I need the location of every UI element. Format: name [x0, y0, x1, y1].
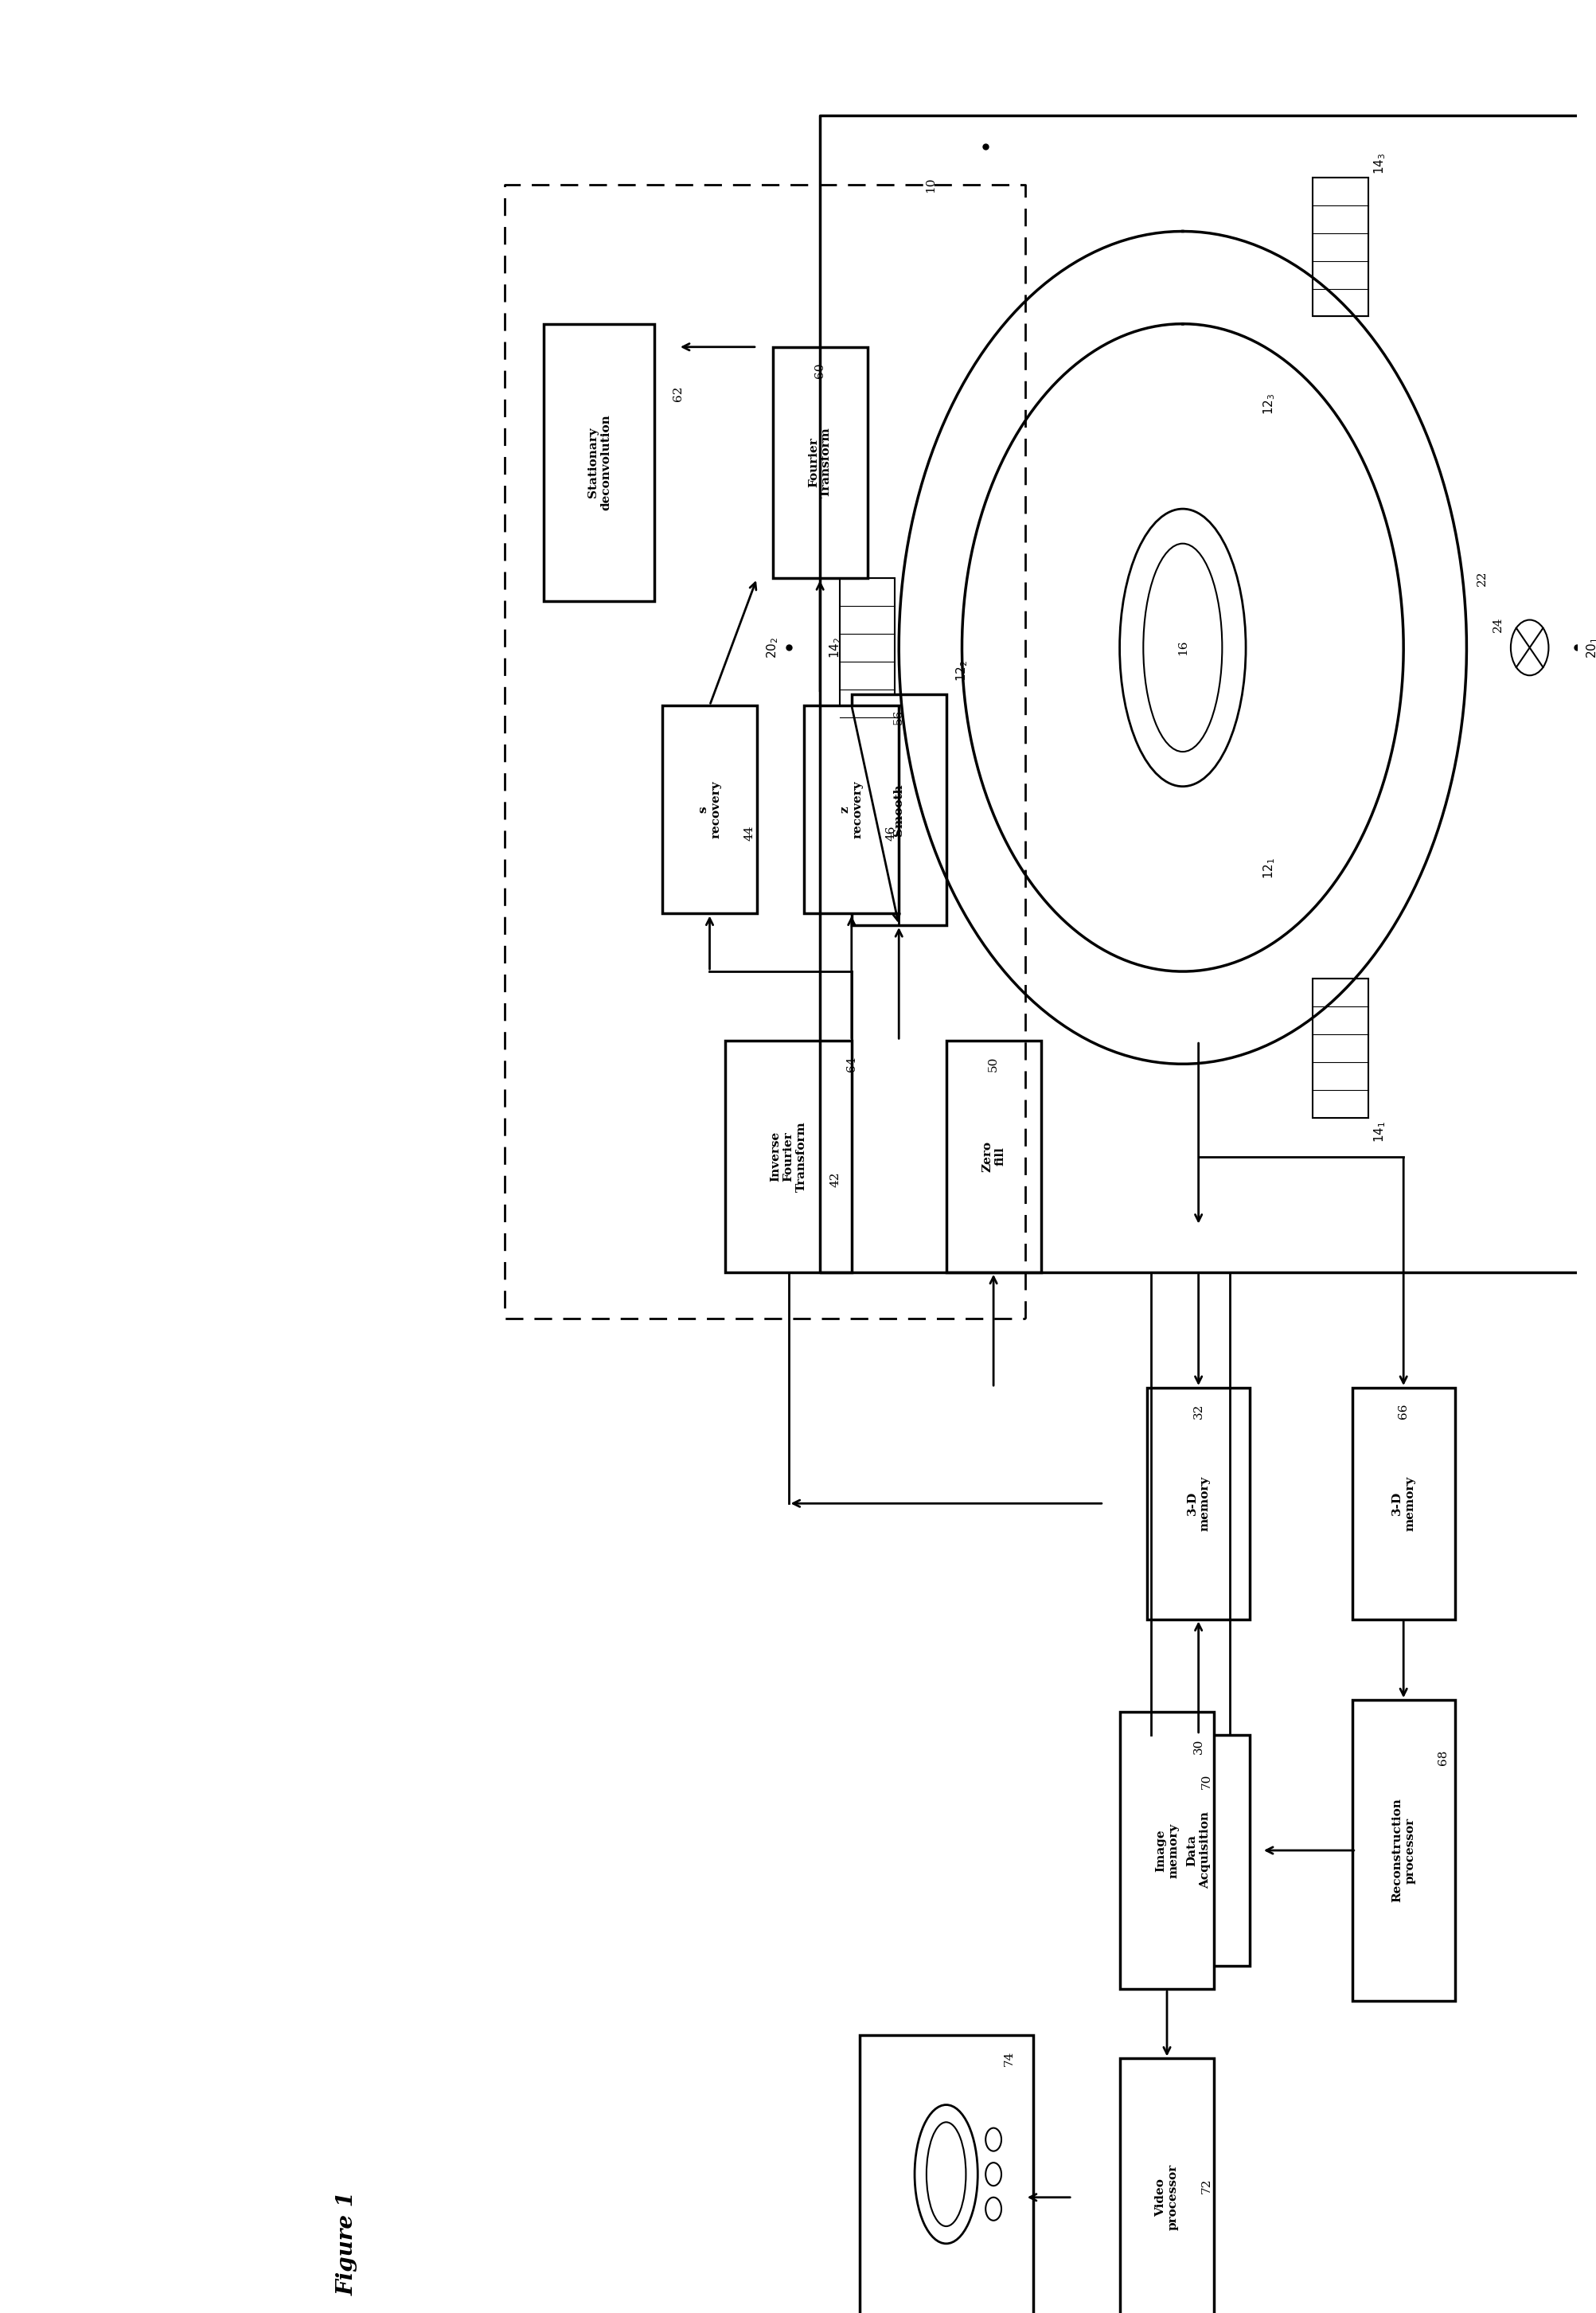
Text: 66: 66	[1396, 1404, 1408, 1418]
Text: 3-D
memory: 3-D memory	[1390, 1476, 1414, 1531]
Text: 60: 60	[814, 363, 825, 377]
Text: 44: 44	[744, 826, 755, 840]
FancyBboxPatch shape	[1352, 1700, 1454, 2001]
FancyBboxPatch shape	[662, 705, 757, 914]
Text: Image
memory: Image memory	[1154, 1823, 1178, 1878]
Bar	[1312, 178, 1368, 317]
Text: 70: 70	[1200, 1774, 1211, 1788]
FancyBboxPatch shape	[859, 2035, 1033, 2313]
Text: $14_2$: $14_2$	[828, 636, 843, 659]
FancyBboxPatch shape	[725, 1041, 851, 1272]
Text: 24: 24	[1492, 618, 1503, 631]
Text: 22: 22	[1476, 571, 1487, 585]
FancyBboxPatch shape	[1119, 1712, 1213, 1989]
Text: 74: 74	[1004, 2052, 1015, 2066]
Text: Data
Acquisition: Data Acquisition	[1186, 1811, 1210, 1890]
FancyBboxPatch shape	[772, 347, 867, 578]
Text: $12_3$: $12_3$	[1261, 393, 1277, 414]
Text: $12_2$: $12_2$	[954, 659, 969, 682]
Text: 10: 10	[924, 178, 935, 192]
Text: 30: 30	[1192, 1739, 1203, 1753]
Text: $20_2$: $20_2$	[764, 636, 780, 659]
Text: Inverse
Fourier
Transform: Inverse Fourier Transform	[769, 1122, 806, 1191]
FancyBboxPatch shape	[946, 1041, 1041, 1272]
Text: $20_1$: $20_1$	[1585, 636, 1596, 659]
Text: z
recovery: z recovery	[839, 782, 863, 840]
Text: Zero
fill: Zero fill	[982, 1140, 1005, 1173]
Text: Reconstruction
processor: Reconstruction processor	[1390, 1797, 1414, 1904]
Text: 46: 46	[884, 826, 895, 840]
Ellipse shape	[1119, 509, 1245, 786]
Bar	[1312, 978, 1368, 1117]
Text: 50: 50	[988, 1057, 999, 1071]
FancyBboxPatch shape	[1352, 1388, 1454, 1619]
FancyBboxPatch shape	[804, 705, 899, 914]
FancyBboxPatch shape	[1146, 1735, 1250, 1966]
Text: Fourier
Transform: Fourier Transform	[808, 428, 832, 497]
Ellipse shape	[915, 2105, 977, 2244]
Ellipse shape	[1143, 544, 1221, 752]
Text: 72: 72	[1200, 2179, 1211, 2193]
Text: Figure 1: Figure 1	[337, 2190, 358, 2297]
Text: $14_1$: $14_1$	[1371, 1119, 1387, 1143]
Text: 32: 32	[1192, 1404, 1203, 1418]
Text: Stationary
deconvolution: Stationary deconvolution	[587, 414, 611, 511]
FancyBboxPatch shape	[851, 694, 946, 925]
Ellipse shape	[926, 2123, 966, 2225]
Text: 62: 62	[672, 386, 683, 400]
Text: 56: 56	[892, 710, 903, 724]
Text: 42: 42	[830, 1173, 841, 1187]
Text: 64: 64	[846, 1057, 857, 1071]
FancyBboxPatch shape	[1119, 2059, 1213, 2313]
Text: $14_3$: $14_3$	[1371, 153, 1387, 176]
Text: s
recovery: s recovery	[697, 782, 721, 840]
Text: $12_1$: $12_1$	[1261, 858, 1277, 879]
Text: Smooth: Smooth	[892, 784, 903, 835]
Text: 16: 16	[1176, 641, 1187, 655]
Text: Video
processor: Video processor	[1154, 2165, 1178, 2230]
Text: 3-D
memory: 3-D memory	[1186, 1476, 1210, 1531]
FancyBboxPatch shape	[1146, 1388, 1250, 1619]
FancyBboxPatch shape	[544, 324, 654, 601]
Bar	[839, 578, 894, 717]
Text: 68: 68	[1436, 1751, 1448, 1765]
